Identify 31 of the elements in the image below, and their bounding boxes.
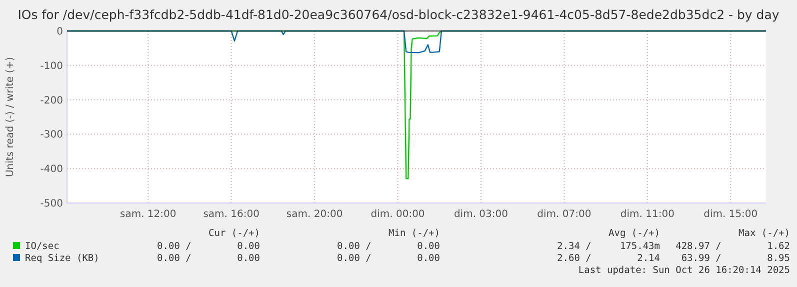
x-tick-label: dim. 03:00 bbox=[454, 209, 508, 220]
y-tick-label: -400 bbox=[40, 164, 63, 176]
y-tick-label: -300 bbox=[40, 130, 63, 141]
x-tick-label: sam. 16:00 bbox=[203, 209, 260, 220]
text: 0.00 / 0.00 bbox=[337, 253, 440, 264]
y-tick-label: -200 bbox=[40, 95, 63, 106]
x-tick-label: dim. 15:00 bbox=[704, 209, 758, 220]
text: Last update: Sun Oct 26 16:20:14 2025 bbox=[578, 265, 790, 276]
text: Min (-/+) bbox=[388, 228, 440, 239]
legend-label: IO/sec bbox=[25, 241, 60, 252]
text: 428.97 / 1.62 bbox=[676, 241, 790, 252]
text: Cur (-/+) bbox=[208, 228, 260, 239]
x-tick-label: sam. 20:00 bbox=[286, 209, 343, 220]
x-tick-label: dim. 11:00 bbox=[620, 209, 674, 220]
x-tick-label: sam. 12:00 bbox=[120, 209, 176, 220]
y-axis-title: Units read (-) / write (+) bbox=[5, 56, 16, 178]
y-tick-label: -500 bbox=[40, 198, 63, 210]
y-tick-label: 0 bbox=[56, 26, 63, 38]
legend-label: Req Size (KB) bbox=[25, 253, 100, 264]
x-tick-label: dim. 00:00 bbox=[370, 209, 425, 220]
text: 2.34 / 175.43m bbox=[557, 241, 660, 252]
chart-title: IOs for /dev/ceph-f33fcdb2-5ddb-41df-81d0-20ea9c360764/osd-block-c23832e1-9461-4c05-8d57-8ede2db35dc2 - by day bbox=[18, 7, 780, 22]
y-tick-label: -100 bbox=[40, 60, 63, 72]
text: Max (-/+) bbox=[738, 228, 790, 239]
text: 0.00 / 0.00 bbox=[157, 253, 260, 264]
text: Avg (-/+) bbox=[608, 228, 660, 239]
text: 0.00 / 0.00 bbox=[337, 241, 440, 252]
x-tick-label: dim. 07:00 bbox=[537, 209, 592, 220]
text: 63.99 / 8.95 bbox=[681, 253, 790, 264]
text: 0.00 / 0.00 bbox=[157, 241, 260, 252]
text: 2.60 / 2.14 bbox=[557, 253, 660, 264]
